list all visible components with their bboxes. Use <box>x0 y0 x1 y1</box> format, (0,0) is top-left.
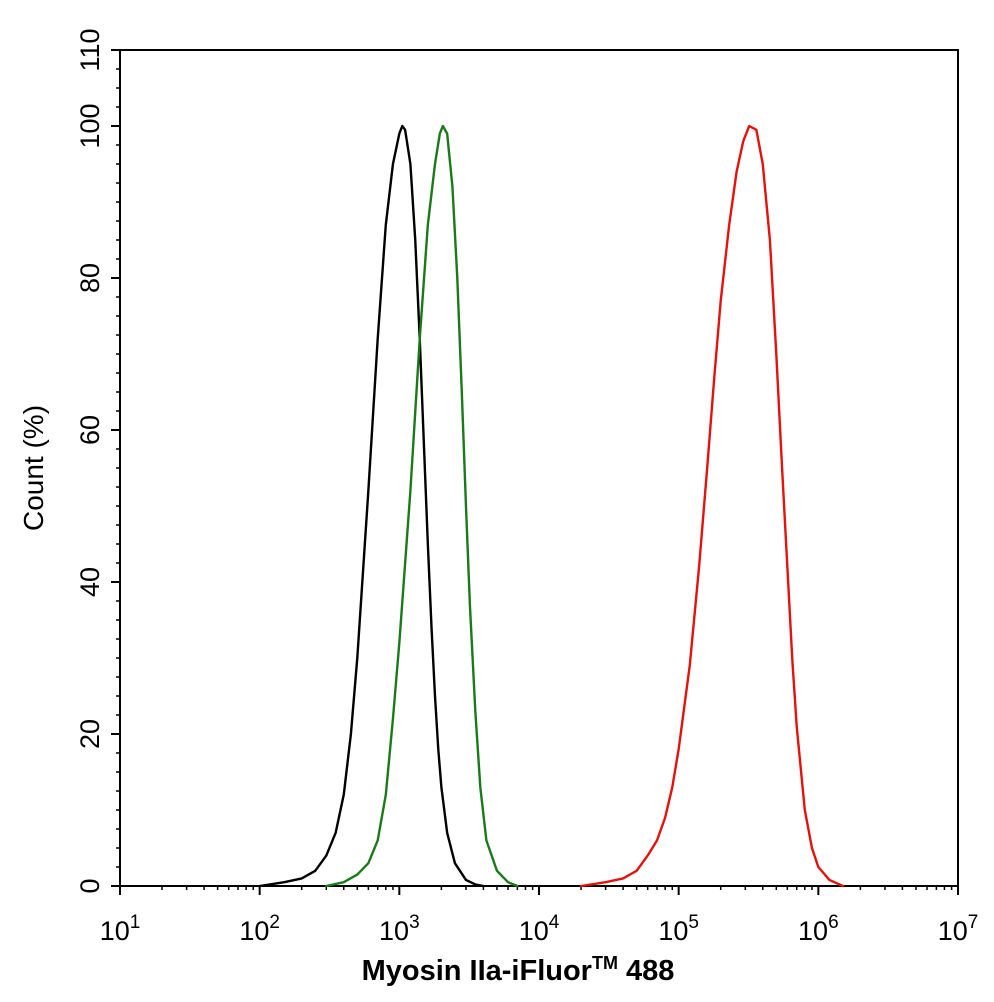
x-tick-labels: 101 102 103 104 105 106 107 <box>100 912 979 946</box>
x-tick-exponent: 4 <box>549 912 560 933</box>
y-tick-labels: 0 20 40 60 80 100 110 <box>75 28 105 893</box>
x-tick-label: 103 <box>379 912 420 946</box>
x-axis-title-suffix: 488 <box>618 955 674 987</box>
x-tick-exponent: 7 <box>968 912 979 933</box>
x-tick-base: 10 <box>519 916 549 946</box>
y-axis-title: Count (%) <box>18 405 49 531</box>
x-tick-exponent: 5 <box>688 912 699 933</box>
y-tick-label: 0 <box>75 878 105 893</box>
x-tick-base: 10 <box>379 916 409 946</box>
x-tick-label: 102 <box>239 912 280 946</box>
histogram-curve-3 <box>579 124 845 888</box>
y-tick-label: 60 <box>75 415 105 445</box>
x-tick-label: 106 <box>798 912 839 946</box>
x-tick-label: 107 <box>938 912 979 946</box>
y-major-ticks <box>111 49 120 887</box>
x-tick-base: 10 <box>658 916 688 946</box>
histogram-curve-2 <box>325 124 519 888</box>
y-tick-label: 100 <box>75 103 105 148</box>
x-axis-title-tm: TM <box>592 953 618 973</box>
x-tick-exponent: 6 <box>828 912 839 933</box>
x-tick-base: 10 <box>938 916 968 946</box>
x-tick-label: 104 <box>519 912 560 946</box>
y-tick-label: 40 <box>75 567 105 597</box>
x-tick-label: 105 <box>658 912 699 946</box>
series-layer <box>258 124 845 888</box>
y-tick-label: 20 <box>75 719 105 749</box>
x-axis-title-main: Myosin IIa-iFluor <box>362 955 592 987</box>
y-tick-label: 80 <box>75 263 105 293</box>
x-tick-label: 101 <box>100 912 141 946</box>
x-tick-exponent: 2 <box>269 912 280 933</box>
x-tick-exponent: 3 <box>409 912 420 933</box>
y-tick-label: 110 <box>75 28 105 71</box>
plot-frame <box>119 49 959 887</box>
x-tick-exponent: 1 <box>130 912 141 933</box>
x-tick-base: 10 <box>239 916 269 946</box>
x-tick-base: 10 <box>798 916 828 946</box>
x-major-ticks <box>119 886 959 895</box>
x-tick-base: 10 <box>100 916 130 946</box>
x-axis-title: Myosin IIa-iFluorTM 488 <box>362 953 675 987</box>
histogram-curve-1 <box>258 124 485 888</box>
